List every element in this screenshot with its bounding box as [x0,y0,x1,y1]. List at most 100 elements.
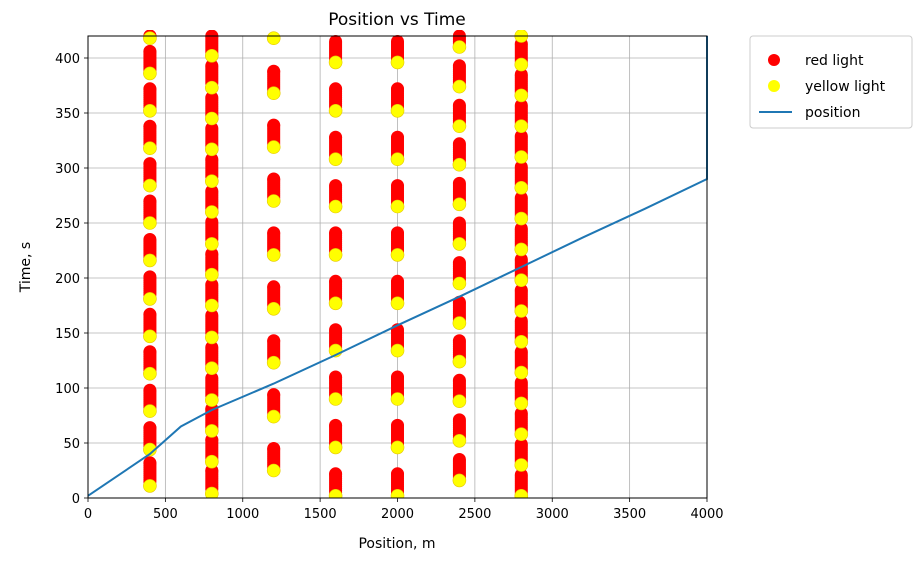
x-tick-label: 500 [153,507,178,522]
red-light-point [143,421,157,435]
red-light-point [267,442,281,455]
red-light-point [514,129,528,143]
red-light-point [452,176,466,190]
yellow-light-point [266,86,281,100]
red-light-point [452,216,466,230]
y-tick-label: 400 [55,52,80,67]
red-light-point [514,68,528,81]
yellow-light-point [390,489,405,498]
red-light-point [329,179,343,193]
yellow-light-point [328,489,343,498]
yellow-light-point [452,473,467,488]
yellow-light-point [205,205,219,219]
yellow-light-point [514,334,529,349]
red-light-point [391,370,404,384]
legend-yellow-marker [768,80,780,92]
yellow-light-point [452,79,467,94]
red-light-point [205,91,219,105]
red-light-point [391,418,404,432]
red-light-point [452,413,466,427]
red-light-point [143,456,157,470]
yellow-light-point [143,216,157,230]
position-line [87,36,708,497]
yellow-light-point [390,55,405,70]
yellow-light-point [205,80,219,95]
yellow-light-point [205,111,219,126]
yellow-light-point [143,104,157,118]
yellow-light-point [514,489,529,498]
x-tick-label: 3000 [536,507,569,522]
x-tick-label: 4000 [690,507,723,522]
x-tick-label: 1000 [226,507,259,522]
yellow-light-point [266,31,281,46]
x-tick-label: 2500 [458,507,491,522]
yellow-light-point [328,104,343,118]
yellow-light-point [328,440,343,455]
red-light-point [452,98,466,112]
yellow-light-point [205,361,219,376]
legend: red light yellow light position [749,35,913,129]
red-light-point [514,345,528,359]
red-light-point [514,252,528,266]
red-light-point [452,256,466,270]
red-light-point [329,323,343,337]
yellow-light-point [514,458,529,472]
yellow-light-point [452,433,467,448]
red-light-point [267,226,281,240]
y-tick-label: 350 [55,107,80,122]
legend-frame [749,35,913,129]
x-tick-label: 0 [84,507,92,522]
red-light-point [391,130,404,144]
legend-label-red-light: red light [805,53,864,69]
x-axis-label: Position, m [358,536,435,552]
yellow-light-point [205,454,219,469]
yellow-light-point [514,396,529,411]
red-light-point [514,376,528,389]
yellow-light-point [452,119,467,133]
yellow-light-point [328,392,343,406]
y-tick-label: 0 [72,492,80,507]
x-tick-label: 1500 [304,507,337,522]
red-light-point [452,453,466,466]
red-light-point [391,274,404,288]
yellow-light-point [266,140,281,154]
yellow-light-point [390,343,405,358]
y-tick-label: 50 [63,437,80,452]
yellow-light-point [452,40,467,54]
legend-label-position: position [805,105,860,121]
red-light-point [329,130,343,144]
yellow-light-point [205,424,219,438]
yellow-light-point [205,174,219,188]
y-tick-label: 100 [55,382,80,397]
yellow-light-point [390,296,405,311]
red-light-point [205,340,219,354]
red-light-point [514,191,528,205]
x-axis-ticks: 0 500 1000 1500 2000 2500 3000 3500 4000 [84,498,724,522]
position-series [87,36,708,497]
yellow-light-point [452,276,467,291]
y-tick-label: 200 [55,272,80,287]
yellow-light-point [143,253,157,268]
yellow-light-point [266,194,281,208]
red-light-point [143,194,157,208]
chart-title: Position vs Time [328,10,466,30]
red-light-point [205,247,219,261]
red-light-point [267,334,281,348]
yellow-light-point [514,57,529,72]
red-light-point [267,172,281,186]
red-light-series [143,30,528,498]
yellow-light-point [390,248,405,262]
red-light-point [514,314,528,328]
red-light-point [514,283,528,297]
yellow-light-point [266,355,281,370]
yellow-light-point [143,479,157,493]
yellow-light-point [452,197,467,212]
y-axis-ticks: 0 50 100 150 200 250 300 350 400 [55,52,88,507]
y-tick-label: 250 [55,217,80,232]
yellow-light-point [205,393,219,407]
legend-red-marker [768,54,780,66]
yellow-light-point [390,392,405,406]
red-light-point [329,82,343,96]
yellow-light-point [514,181,529,195]
red-light-point [329,418,343,432]
